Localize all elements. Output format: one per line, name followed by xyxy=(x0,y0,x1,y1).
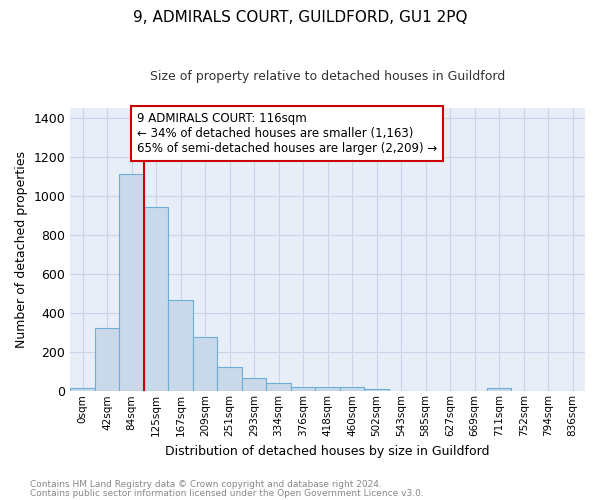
Bar xyxy=(291,388,316,392)
Bar xyxy=(340,388,364,392)
Bar xyxy=(119,174,144,392)
Bar xyxy=(242,378,266,392)
Text: Contains public sector information licensed under the Open Government Licence v3: Contains public sector information licen… xyxy=(30,488,424,498)
Text: 9, ADMIRALS COURT, GUILDFORD, GU1 2PQ: 9, ADMIRALS COURT, GUILDFORD, GU1 2PQ xyxy=(133,10,467,25)
Bar xyxy=(95,328,119,392)
Bar xyxy=(266,383,291,392)
Title: Size of property relative to detached houses in Guildford: Size of property relative to detached ho… xyxy=(150,70,505,83)
Y-axis label: Number of detached properties: Number of detached properties xyxy=(15,151,28,348)
Bar xyxy=(217,367,242,392)
Bar xyxy=(70,388,95,392)
X-axis label: Distribution of detached houses by size in Guildford: Distribution of detached houses by size … xyxy=(166,444,490,458)
Bar xyxy=(169,300,193,392)
Bar xyxy=(316,387,340,392)
Bar xyxy=(193,336,217,392)
Bar xyxy=(364,388,389,392)
Text: 9 ADMIRALS COURT: 116sqm
← 34% of detached houses are smaller (1,163)
65% of sem: 9 ADMIRALS COURT: 116sqm ← 34% of detach… xyxy=(137,112,437,155)
Bar xyxy=(144,208,169,392)
Bar xyxy=(487,388,511,392)
Text: Contains HM Land Registry data © Crown copyright and database right 2024.: Contains HM Land Registry data © Crown c… xyxy=(30,480,382,489)
